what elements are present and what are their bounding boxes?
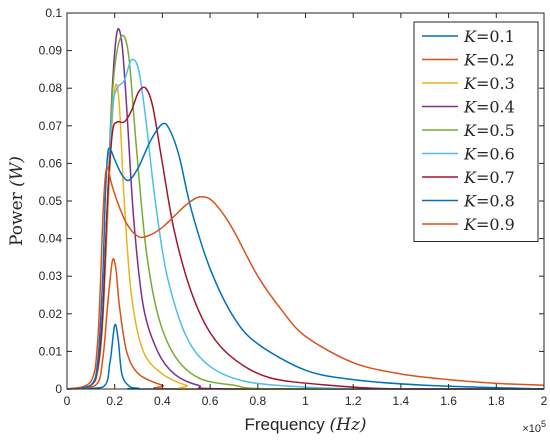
x-tick-label: 1.8 bbox=[488, 394, 505, 408]
y-tick-label: 0.01 bbox=[39, 344, 63, 358]
legend-label-6: K=0.6 bbox=[463, 145, 515, 164]
x-tick-label: 1.2 bbox=[345, 394, 362, 408]
y-tick-label: 0.1 bbox=[45, 6, 62, 20]
y-axis-ticks: 0 0.01 0.02 0.03 0.04 0.05 0.06 0.07 0.08 0.09 0.1 bbox=[39, 6, 544, 396]
x-tick-label: 1.4 bbox=[393, 394, 410, 408]
legend-label-1: K=0.1 bbox=[463, 27, 515, 46]
x-axis-ticks: 0 0.2 0.4 0.6 0.8 1 1.2 1.4 1.6 1.8 2 bbox=[64, 13, 548, 408]
x-axis-title: Frequency (Hz) bbox=[244, 415, 366, 435]
x-tick-label: 0.8 bbox=[249, 394, 266, 408]
legend-label-8: K=0.8 bbox=[463, 192, 515, 211]
y-tick-label: 0.02 bbox=[39, 307, 63, 321]
legend-label-4: K=0.4 bbox=[463, 98, 515, 117]
y-tick-label: 0.05 bbox=[39, 194, 63, 208]
series-line-8 bbox=[66, 122, 545, 390]
x-tick-label: 0.4 bbox=[154, 394, 171, 408]
legend-label-3: K=0.3 bbox=[463, 74, 515, 93]
x-tick-label: 1 bbox=[302, 394, 309, 408]
x-tick-label: 0.2 bbox=[106, 394, 123, 408]
series-line-7 bbox=[66, 86, 544, 390]
legend-box bbox=[413, 21, 539, 242]
y-tick-label: 0 bbox=[55, 382, 62, 396]
legend-label-5: K=0.5 bbox=[463, 121, 515, 140]
x-axis-multiplier: ×105 bbox=[522, 419, 546, 435]
legend-label-2: K=0.2 bbox=[463, 51, 515, 70]
y-tick-label: 0.03 bbox=[39, 269, 63, 283]
x-tick-label: 0 bbox=[64, 394, 71, 408]
y-tick-label: 0.06 bbox=[39, 156, 63, 170]
y-tick-label: 0.08 bbox=[39, 81, 63, 95]
x-tick-label: 0.6 bbox=[202, 394, 219, 408]
plot-lines bbox=[66, 28, 545, 390]
y-tick-label: 0.09 bbox=[39, 44, 63, 58]
y-tick-label: 0.04 bbox=[39, 232, 63, 246]
series-line-9 bbox=[66, 166, 545, 390]
legend: K=0.1 K=0.2 K=0.3 K=0.4 K=0.5 K=0.6 K=0.7 K=0.8… bbox=[413, 21, 539, 242]
x-tick-label: 2 bbox=[541, 394, 548, 408]
legend-label-9: K=0.9 bbox=[463, 215, 515, 234]
y-axis-title: Power (W) bbox=[7, 156, 27, 246]
legend-label-7: K=0.7 bbox=[463, 168, 515, 187]
y-tick-label: 0.07 bbox=[39, 119, 63, 133]
x-tick-label: 1.6 bbox=[440, 394, 457, 408]
